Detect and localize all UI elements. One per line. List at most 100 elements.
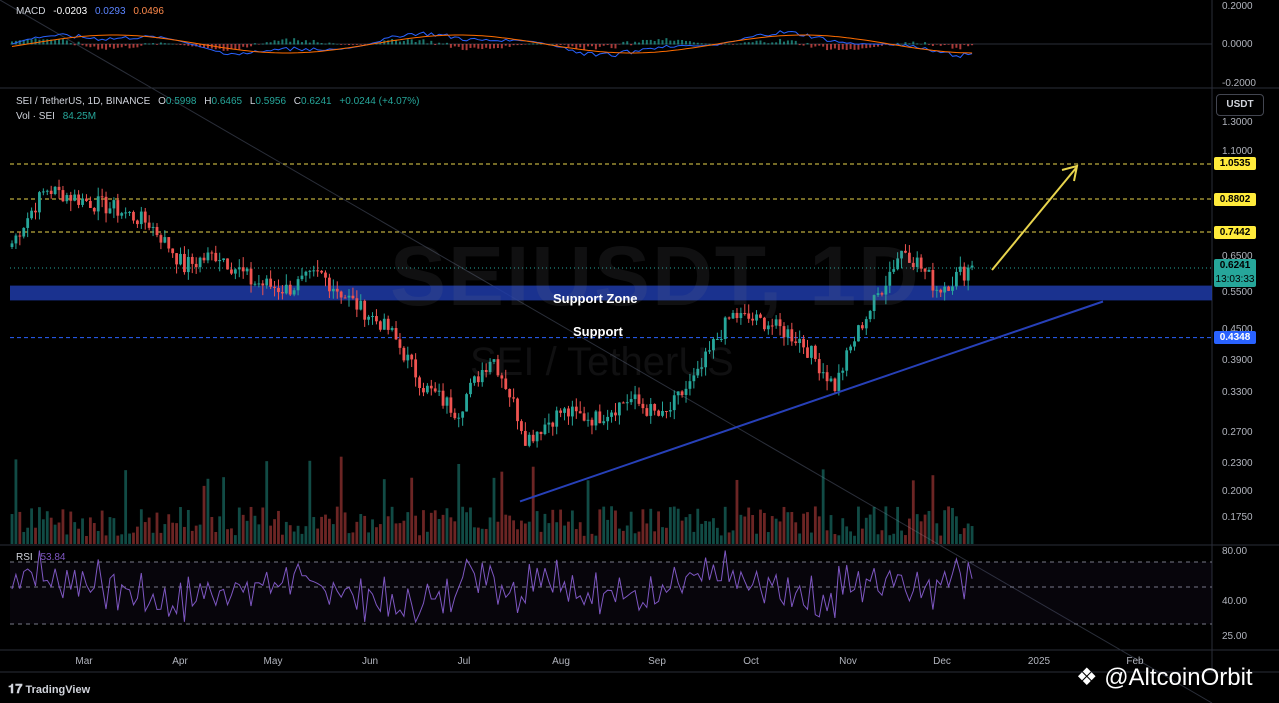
- volume-bar: [939, 535, 943, 544]
- candle-body: [26, 218, 30, 228]
- volume-bar: [500, 471, 504, 544]
- candle-body: [692, 375, 696, 382]
- candle-body: [747, 313, 751, 319]
- volume-bar: [594, 535, 598, 544]
- macd-histogram-bar: [85, 44, 88, 47]
- support-tag: 0.4348: [1214, 331, 1256, 344]
- volume-bar: [739, 514, 743, 544]
- candle-body: [147, 222, 151, 228]
- volume-bar: [723, 506, 727, 544]
- macd-histogram-bar: [637, 42, 640, 45]
- volume-bar: [61, 509, 65, 544]
- macd-histogram-bar: [304, 40, 307, 45]
- macd-histogram-bar: [947, 44, 950, 45]
- macd-histogram-bar: [175, 44, 178, 45]
- macd-histogram-bar: [688, 41, 691, 45]
- candle-body: [371, 316, 374, 318]
- macd-axis-bottom: -0.2000: [1222, 78, 1256, 89]
- candle-body: [598, 411, 602, 424]
- macd-histogram-bar: [116, 44, 119, 48]
- candle-body: [543, 424, 547, 435]
- candle-body: [661, 411, 664, 416]
- volume-bar: [774, 518, 778, 544]
- macd-histogram-bar: [877, 44, 880, 47]
- macd-histogram-bar: [857, 44, 860, 50]
- candle-body: [139, 211, 143, 225]
- candle-body: [359, 300, 363, 310]
- candle-body: [112, 200, 116, 209]
- candle-body: [849, 346, 853, 351]
- macd-histogram-bar: [508, 44, 511, 47]
- candle-body: [159, 235, 163, 243]
- volume-bar: [629, 511, 633, 544]
- currency-button[interactable]: USDT: [1216, 94, 1264, 116]
- candle-body: [429, 385, 433, 389]
- volume-bar: [810, 532, 813, 544]
- macd-histogram-bar: [571, 44, 574, 47]
- candle-body: [69, 195, 73, 201]
- candle-body: [876, 293, 880, 296]
- volume-bar: [163, 524, 167, 544]
- candle-body: [339, 291, 343, 298]
- candle-body: [684, 388, 688, 395]
- candle-body: [951, 286, 954, 291]
- volume-bar: [425, 531, 429, 544]
- macd-histogram-bar: [120, 44, 123, 48]
- volume-bar: [143, 522, 147, 544]
- candle-body: [135, 220, 139, 225]
- tradingview-logo[interactable]: 𝟏𝟕 TradingView: [8, 681, 90, 697]
- candle-body: [527, 434, 531, 446]
- candle-body: [461, 411, 465, 418]
- candle-body: [629, 399, 633, 403]
- ascending-trendline: [519, 300, 1104, 503]
- volume-bar: [18, 511, 22, 544]
- volume-bar: [183, 526, 186, 544]
- volume-bar: [410, 477, 414, 544]
- macd-histogram-bar: [438, 42, 441, 45]
- macd-histogram-bar: [81, 44, 84, 46]
- candle-body: [712, 339, 715, 351]
- volume-bar: [857, 506, 860, 544]
- macd-histogram-bar: [904, 42, 907, 45]
- macd-name: MACD: [16, 6, 46, 17]
- candle-body: [473, 376, 476, 383]
- candle-body: [277, 287, 280, 293]
- volume-bar: [65, 534, 69, 544]
- candle-body: [378, 321, 382, 330]
- volume-bar: [155, 512, 159, 544]
- candle-body: [210, 252, 214, 254]
- candle-body: [516, 398, 519, 422]
- candle-body: [457, 417, 461, 419]
- volume-bar: [962, 528, 966, 544]
- candle-body: [335, 288, 339, 292]
- candle-body: [214, 252, 218, 262]
- rsi-name: RSI: [16, 552, 33, 563]
- candle-body: [806, 347, 809, 358]
- volume-bar: [637, 531, 641, 544]
- candle-body: [92, 207, 96, 212]
- macd-histogram-bar: [814, 44, 817, 47]
- macd-histogram-bar: [461, 44, 464, 50]
- macd-histogram-bar: [927, 44, 930, 45]
- macd-histogram-bar: [920, 43, 923, 45]
- macd-histogram-bar: [136, 44, 139, 48]
- macd-histogram-bar: [449, 44, 452, 48]
- macd-histogram-bar: [434, 44, 437, 46]
- price-axis-label: 0.6500: [1222, 251, 1253, 262]
- volume-bar: [469, 507, 472, 544]
- candle-body: [41, 191, 45, 193]
- macd-histogram-bar: [351, 44, 354, 45]
- volume-bar: [825, 530, 829, 544]
- macd-histogram-bar: [269, 42, 272, 45]
- macd-histogram-bar: [489, 44, 492, 49]
- candle-body: [218, 260, 222, 262]
- macd-histogram-bar: [528, 43, 531, 45]
- volume-bar: [147, 517, 151, 544]
- volume-bar: [69, 511, 73, 544]
- volume-bar: [582, 535, 586, 544]
- volume-bar: [778, 521, 782, 544]
- volume-bar: [277, 510, 280, 544]
- volume-bar: [171, 522, 175, 544]
- volume-bar: [606, 519, 610, 544]
